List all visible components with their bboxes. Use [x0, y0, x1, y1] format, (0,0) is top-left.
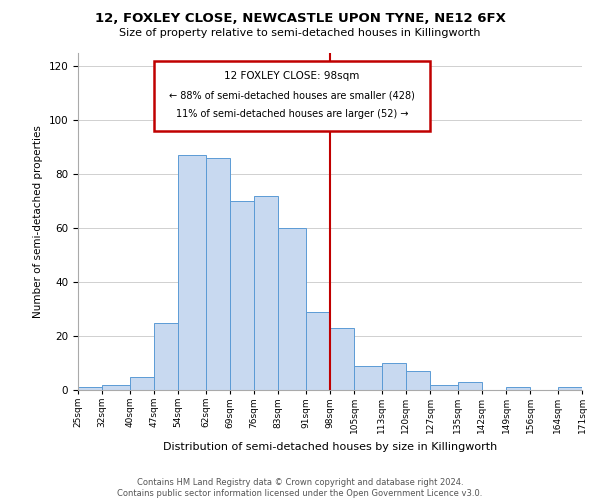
- Bar: [130, 376, 154, 390]
- Text: 12 FOXLEY CLOSE: 98sqm: 12 FOXLEY CLOSE: 98sqm: [224, 72, 360, 82]
- Y-axis label: Number of semi-detached properties: Number of semi-detached properties: [33, 125, 43, 318]
- FancyBboxPatch shape: [154, 60, 430, 131]
- Bar: [430, 384, 458, 390]
- Bar: [306, 312, 330, 390]
- Bar: [230, 201, 254, 390]
- Text: Contains HM Land Registry data © Crown copyright and database right 2024.
Contai: Contains HM Land Registry data © Crown c…: [118, 478, 482, 498]
- Bar: [330, 328, 354, 390]
- Bar: [278, 228, 306, 390]
- X-axis label: Distribution of semi-detached houses by size in Killingworth: Distribution of semi-detached houses by …: [163, 442, 497, 452]
- Bar: [354, 366, 382, 390]
- Bar: [178, 155, 206, 390]
- Text: 12, FOXLEY CLOSE, NEWCASTLE UPON TYNE, NE12 6FX: 12, FOXLEY CLOSE, NEWCASTLE UPON TYNE, N…: [95, 12, 505, 26]
- Bar: [406, 371, 430, 390]
- Bar: [558, 388, 582, 390]
- Bar: [458, 382, 482, 390]
- Bar: [506, 388, 530, 390]
- Text: ← 88% of semi-detached houses are smaller (428): ← 88% of semi-detached houses are smalle…: [169, 90, 415, 101]
- Text: Size of property relative to semi-detached houses in Killingworth: Size of property relative to semi-detach…: [119, 28, 481, 38]
- Bar: [102, 384, 130, 390]
- Bar: [206, 158, 230, 390]
- Bar: [254, 196, 278, 390]
- Bar: [382, 363, 406, 390]
- Bar: [78, 388, 102, 390]
- Text: 11% of semi-detached houses are larger (52) →: 11% of semi-detached houses are larger (…: [176, 109, 408, 119]
- Bar: [154, 322, 178, 390]
